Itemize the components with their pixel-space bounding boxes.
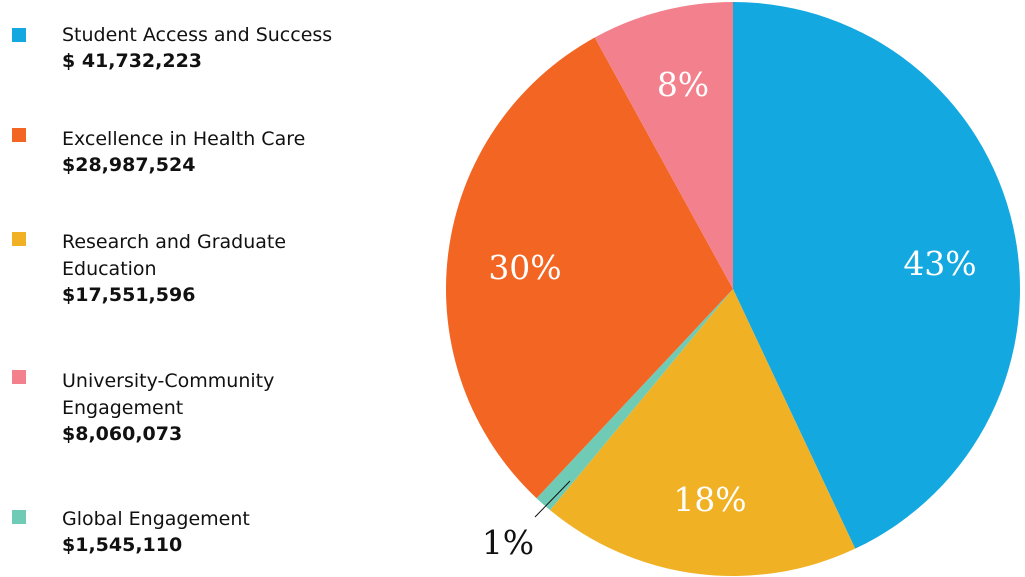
legend-label: Student Access and Success	[62, 24, 333, 46]
legend-swatch	[12, 510, 26, 524]
legend-swatch	[12, 232, 26, 246]
legend-label: Research and Graduate Education	[62, 231, 287, 280]
pie-slice	[733, 2, 1021, 549]
legend-amount: $ 41,732,223	[62, 50, 203, 72]
legend-label: Global Engagement	[62, 508, 250, 530]
legend-swatch	[12, 128, 26, 142]
leader-line	[534, 480, 571, 518]
pie-slice	[550, 289, 856, 576]
slice-label: 18%	[673, 480, 746, 519]
legend-swatch	[12, 370, 26, 384]
legend-amount: $17,551,596	[62, 284, 196, 306]
pie-slice	[594, 2, 733, 289]
slice-label: 1%	[482, 523, 534, 562]
slice-label: 8%	[657, 65, 709, 104]
legend-amount: $28,987,524	[62, 154, 196, 176]
legend-amount: $1,545,110	[62, 534, 183, 556]
legend-amount: $8,060,073	[62, 423, 183, 445]
pie-slice	[446, 37, 733, 499]
slice-label: 30%	[488, 248, 561, 287]
legend-label: Excellence in Health Care	[62, 128, 306, 150]
pie-slice	[536, 289, 733, 511]
legend-swatch	[12, 28, 26, 42]
slice-label: 43%	[903, 244, 976, 283]
legend-label: University-Community Engagement	[62, 370, 275, 419]
